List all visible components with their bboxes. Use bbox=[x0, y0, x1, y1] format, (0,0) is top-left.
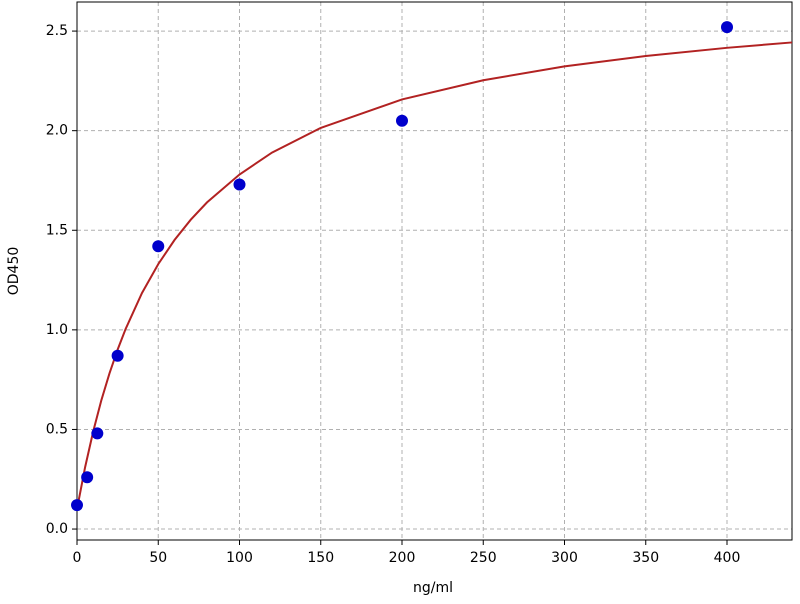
data-point bbox=[81, 471, 94, 484]
y-tick-label: 0.0 bbox=[46, 521, 68, 537]
fit-curve bbox=[76, 41, 793, 510]
y-tick-label: 2.5 bbox=[46, 23, 68, 39]
y-tick-label: 0.5 bbox=[46, 421, 68, 437]
data-point bbox=[396, 114, 408, 127]
y-tick-label: 1.0 bbox=[46, 322, 68, 338]
y-tick-label: 1.5 bbox=[46, 222, 68, 238]
x-tick-label: 250 bbox=[470, 550, 497, 566]
data-point bbox=[721, 21, 733, 34]
y-tick-label: 2.0 bbox=[46, 123, 68, 139]
x-tick-label: 350 bbox=[632, 550, 659, 566]
x-axis-label: ng/ml bbox=[413, 580, 453, 596]
data-point bbox=[152, 240, 165, 253]
data-point bbox=[91, 427, 104, 440]
x-tick-label: 300 bbox=[551, 550, 578, 566]
x-tick-label: 50 bbox=[149, 550, 167, 566]
x-tick-label: 400 bbox=[714, 550, 741, 566]
y-axis-label: OD450 bbox=[6, 247, 22, 296]
plot-frame bbox=[76, 1, 793, 541]
data-point bbox=[111, 349, 124, 362]
data-point bbox=[233, 178, 246, 191]
x-tick-label: 100 bbox=[226, 550, 253, 566]
data-point bbox=[71, 499, 83, 512]
x-tick-label: 0 bbox=[73, 550, 82, 566]
x-tick-label: 200 bbox=[389, 550, 416, 566]
x-tick-label: 150 bbox=[307, 550, 334, 566]
